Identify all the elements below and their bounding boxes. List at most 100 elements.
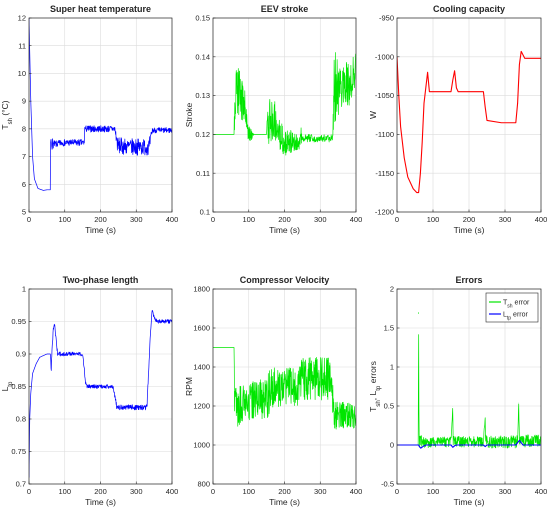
x-tick-label: 200 [94,215,107,224]
x-tick-label: 300 [314,215,327,224]
y-axis-label: Stroke [184,102,194,127]
x-tick-label: 100 [427,487,440,496]
legend: Tsh error Ltp error [485,292,539,323]
y-tick-label: 0.8 [16,415,26,424]
y-tick-label: -1150 [375,169,394,178]
y-tick-label: 7 [22,152,26,161]
x-tick-label: 100 [242,215,255,224]
y-tick-label: 12 [18,14,26,23]
y-tick-label: -950 [379,14,394,23]
x-axis-label: Time (s) [454,497,485,507]
y-tick-label: 0 [390,441,394,450]
x-tick-label: 400 [350,487,363,496]
x-tick-label: 0 [27,487,31,496]
y-axis-label: Tsh, Ltp errors [368,361,382,412]
y-tick-label: 0.12 [195,130,210,139]
y-tick-label: 8 [22,124,26,133]
y-tick-label: 11 [18,41,26,50]
series-line-1 [213,347,356,430]
panel-2: 0 100 200 300 400 0.1 0.11 0.12 0.13 0.14 0.15 EEV … [184,4,362,235]
y-tick-label: -1050 [375,91,394,100]
y-tick-label: 1 [390,363,394,372]
y-tick-label: 1.5 [384,324,394,333]
series-line-2 [397,439,541,449]
y-tick-label: 2 [390,285,394,294]
panel-5: 0 100 200 300 400 800 1000 1200 1400 1600 1800 Comp… [184,275,362,507]
series-line-1 [397,312,541,449]
x-tick-label: 300 [314,487,327,496]
y-tick-label: 1200 [193,402,210,411]
x-tick-label: 0 [211,215,215,224]
x-axis-label: Time (s) [85,497,116,507]
chart-title: EEV stroke [261,4,309,14]
chart-title: Errors [455,275,482,285]
chart-title: Compressor Velocity [240,275,330,285]
y-tick-label: 9 [22,97,26,106]
y-tick-label: 0.9 [16,350,26,359]
x-tick-label: 400 [166,487,179,496]
x-tick-label: 200 [94,487,107,496]
x-tick-label: 300 [499,215,512,224]
y-tick-label: 1000 [193,441,210,450]
y-axis-label: Tsh (°C) [0,100,14,129]
panel-4: 0 100 200 300 400 0.7 0.75 0.8 0.85 0.9 0.95 1 Two-p… [0,275,178,507]
x-tick-label: 200 [463,215,476,224]
y-axis-label: RPM [184,377,194,396]
x-tick-label: 200 [278,215,291,224]
x-tick-label: 100 [58,487,71,496]
x-axis-label: Time (s) [269,497,300,507]
y-tick-label: 1 [22,285,26,294]
y-tick-label: 0.7 [16,480,26,489]
legend-box [485,292,539,323]
y-tick-label: 0.11 [196,169,210,178]
x-tick-label: 0 [211,487,215,496]
y-tick-label: 1600 [193,324,210,333]
y-tick-label: 0.13 [195,91,210,100]
x-axis-label: Time (s) [85,225,116,235]
x-tick-label: 100 [427,215,440,224]
y-tick-label: 1800 [193,285,210,294]
x-tick-label: 400 [350,215,363,224]
series-line-1 [213,52,356,156]
y-tick-label: 0.85 [11,382,26,391]
y-tick-label: 0.95 [11,317,26,326]
x-tick-label: 300 [130,487,143,496]
x-tick-label: 0 [395,487,399,496]
y-axis-label: W [368,111,378,119]
legend-label: Tsh error [503,300,530,310]
y-tick-label: 0.5 [384,402,394,411]
y-tick-label: 6 [22,180,26,189]
x-tick-label: 100 [58,215,71,224]
y-tick-label: 10 [18,69,26,78]
x-tick-label: 400 [535,487,548,496]
series-line-1 [397,50,541,194]
x-tick-label: 400 [166,215,179,224]
panel-3: 0 100 200 300 400 -1200 -1150 -1100 -1050 -1000 -9… [368,4,547,235]
x-tick-label: 0 [27,215,31,224]
y-tick-label: 1400 [193,363,210,372]
x-axis-label: Time (s) [454,225,485,235]
x-tick-label: 200 [278,487,291,496]
panel-1: 0 100 200 300 400 5 6 7 8 9 10 11 12 Super heat tempe… [0,4,178,235]
y-tick-label: -0.5 [381,480,394,489]
y-tick-label: 0.14 [195,52,210,61]
x-tick-label: 300 [499,487,512,496]
x-axis-label: Time (s) [269,225,300,235]
y-tick-label: 800 [197,480,210,489]
y-tick-label: 5 [22,208,26,217]
legend-label: Ltp error [503,312,529,322]
chart-title: Two-phase length [63,275,139,285]
chart-title: Super heat temperature [50,4,151,14]
x-tick-label: 400 [535,215,548,224]
y-tick-label: -1100 [375,130,394,139]
y-tick-label: 0.75 [11,447,26,456]
x-tick-label: 0 [395,215,399,224]
x-tick-label: 100 [242,487,255,496]
x-tick-label: 200 [463,487,476,496]
y-tick-label: 0.15 [195,14,210,23]
y-tick-label: 0.1 [200,208,210,217]
y-axis-label: Ltp [0,381,14,391]
y-tick-label: -1200 [375,208,394,217]
